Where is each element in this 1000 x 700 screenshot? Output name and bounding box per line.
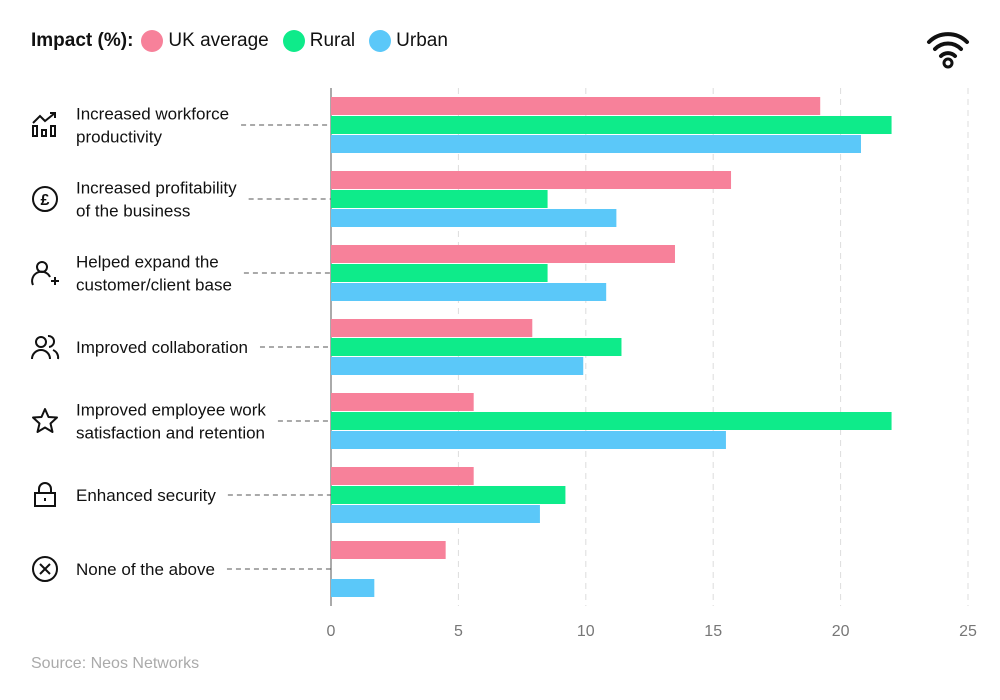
wifi-logo-icon <box>927 32 969 69</box>
pound-coin-icon: £ <box>32 186 58 212</box>
legend-label: UK average <box>168 30 269 51</box>
category-label: Increased workforce <box>76 105 229 124</box>
add-user-icon <box>31 261 59 286</box>
legend-swatch <box>141 30 164 52</box>
bar-uk-average <box>331 393 474 411</box>
star-icon <box>32 408 58 433</box>
x-tick-label: 5 <box>454 623 463 640</box>
x-tick-label: 15 <box>704 623 722 640</box>
bar-urban <box>331 505 540 523</box>
legend-item-rural: Rural <box>282 30 356 52</box>
bar-uk-average <box>331 245 675 263</box>
bar-uk-average <box>331 171 732 189</box>
bar-uk-average <box>331 467 474 485</box>
legend-title: Impact (%): <box>31 30 134 51</box>
bar-urban <box>331 135 861 153</box>
category-label: Increased profitability <box>76 179 237 198</box>
bar-urban <box>331 209 617 227</box>
category-label: productivity <box>76 128 162 147</box>
x-tick-label: 20 <box>832 623 850 640</box>
bar-urban <box>331 283 607 301</box>
legend-item-urban: Urban <box>369 30 448 52</box>
source-note: Source: Neos Networks <box>31 655 200 672</box>
lock-icon <box>34 482 56 507</box>
category-label: Improved employee work <box>76 401 266 420</box>
legend-label: Rural <box>309 30 356 51</box>
x-tick-label: 10 <box>577 623 595 640</box>
bar-uk-average <box>331 541 446 559</box>
bar-urban <box>331 431 726 449</box>
bar-rural <box>331 264 548 282</box>
svg-text:£: £ <box>41 192 50 209</box>
category-label: Enhanced security <box>76 486 216 505</box>
users-icon <box>31 335 60 360</box>
legend-swatch <box>282 30 305 52</box>
category-label: None of the above <box>76 560 215 579</box>
bar-rural <box>331 412 892 430</box>
bar-uk-average <box>331 97 821 115</box>
x-tick-label: 0 <box>327 623 336 640</box>
bar-rural <box>331 338 622 356</box>
category-label: of the business <box>76 202 190 221</box>
category-label: satisfaction and retention <box>76 424 265 443</box>
legend-item-uk-average: UK average <box>141 30 269 52</box>
category-label: Improved collaboration <box>76 338 248 357</box>
category-label: Helped expand the <box>76 253 219 272</box>
bar-rural <box>331 486 566 504</box>
legend-label: Urban <box>396 30 448 51</box>
category-label: customer/client base <box>76 276 232 295</box>
bar-urban <box>331 357 584 375</box>
bar-rural <box>331 190 548 208</box>
legend-swatch <box>369 30 392 52</box>
x-circle-icon <box>32 556 58 582</box>
legend: Impact (%): UK average Rural Urban <box>31 30 462 52</box>
bar-rural <box>331 116 892 134</box>
chart-growth-icon <box>32 112 56 137</box>
x-tick-label: 25 <box>959 623 977 640</box>
bar-urban <box>331 579 375 597</box>
bar-uk-average <box>331 319 533 337</box>
